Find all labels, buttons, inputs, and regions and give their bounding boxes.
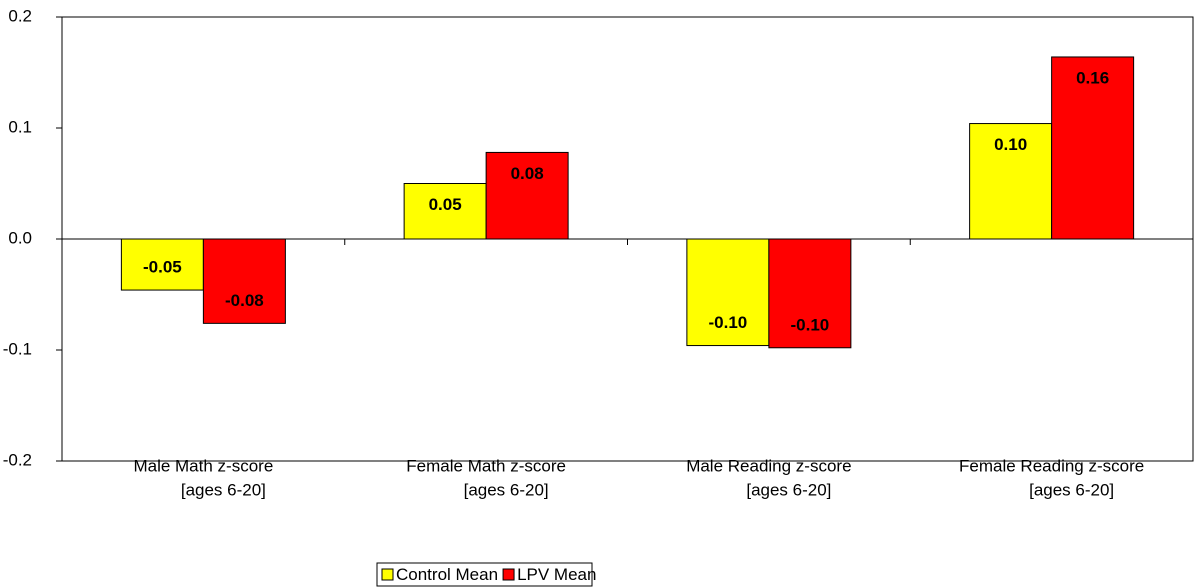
x-tick-label: Male Reading z-score bbox=[686, 456, 851, 475]
x-tick-label: Female Reading z-score bbox=[959, 456, 1144, 475]
x-tick-label: [ages 6-20] bbox=[1029, 480, 1114, 499]
value-label: 0.16 bbox=[1076, 68, 1109, 87]
x-tick-label: Female Math z-score bbox=[406, 456, 566, 475]
value-label: -0.08 bbox=[225, 291, 264, 310]
y-tick-label: -0.1 bbox=[3, 339, 32, 358]
y-tick-label: 0.2 bbox=[8, 6, 32, 25]
bar bbox=[202, 238, 286, 324]
value-label: -0.10 bbox=[791, 315, 830, 334]
y-tick-label: -0.2 bbox=[3, 450, 32, 469]
x-tick-label: [ages 6-20] bbox=[181, 480, 266, 499]
bar bbox=[1051, 56, 1135, 240]
value-label: 0.10 bbox=[994, 135, 1027, 154]
bar bbox=[485, 151, 569, 240]
legend-box bbox=[376, 562, 593, 587]
x-tick-label: [ages 6-20] bbox=[464, 480, 549, 499]
value-label: -0.10 bbox=[709, 313, 748, 332]
legend-swatch bbox=[502, 568, 515, 581]
value-label: -0.05 bbox=[143, 258, 182, 277]
bar bbox=[686, 238, 770, 347]
value-label: 0.08 bbox=[511, 164, 544, 183]
value-label: 0.05 bbox=[429, 195, 462, 214]
legend-swatch bbox=[381, 568, 394, 581]
bar bbox=[969, 123, 1053, 240]
y-tick-label: 0.1 bbox=[8, 117, 32, 136]
bar bbox=[768, 238, 852, 349]
legend-label: LPV Mean bbox=[517, 565, 596, 584]
y-tick-label: 0.0 bbox=[8, 228, 32, 247]
x-tick-label: [ages 6-20] bbox=[746, 480, 831, 499]
legend-label: Control Mean bbox=[396, 565, 498, 584]
x-tick-label: Male Math z-score bbox=[133, 456, 273, 475]
